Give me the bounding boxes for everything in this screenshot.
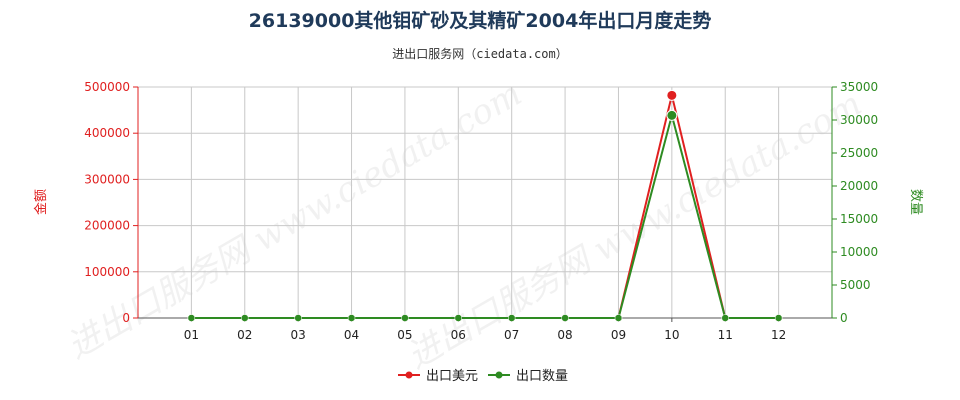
axes: 0 100000 200000 300000 400000 500000 0 5000 1000… bbox=[84, 80, 878, 342]
right-tick-label: 15000 bbox=[840, 212, 878, 226]
right-tick-label: 25000 bbox=[840, 146, 878, 160]
x-tick-label: 07 bbox=[504, 328, 519, 342]
legend-label: 出口数量 bbox=[516, 369, 568, 384]
data-point bbox=[561, 314, 569, 322]
left-tick-label: 500000 bbox=[84, 80, 130, 94]
data-point bbox=[454, 314, 463, 322]
right-tick-label: 30000 bbox=[840, 113, 878, 127]
x-tick-label: 01 bbox=[184, 328, 199, 342]
data-point bbox=[241, 314, 249, 322]
left-tick-label: 0 bbox=[122, 311, 130, 325]
data-point bbox=[666, 109, 678, 121]
data-point bbox=[401, 314, 409, 322]
left-tick-label: 100000 bbox=[84, 265, 130, 279]
data-point bbox=[347, 314, 356, 322]
legend-label: 出口美元 bbox=[426, 369, 478, 384]
left-tick-label: 200000 bbox=[84, 219, 130, 233]
x-tick-label: 10 bbox=[664, 328, 679, 342]
x-tick-label: 02 bbox=[237, 328, 252, 342]
series-layer bbox=[187, 89, 783, 322]
left-axis-label: 金额 bbox=[33, 189, 49, 215]
right-tick-label: 0 bbox=[840, 311, 848, 325]
right-tick-label: 35000 bbox=[840, 80, 878, 94]
chart-subtitle: 进出口服务网（ciedata.com） bbox=[392, 46, 567, 61]
legend-swatch-marker bbox=[405, 371, 413, 379]
data-point bbox=[294, 314, 302, 322]
right-tick-label: 20000 bbox=[840, 179, 878, 193]
x-tick-label: 12 bbox=[771, 328, 786, 342]
data-point bbox=[187, 314, 196, 322]
legend: 出口美元 出口数量 bbox=[398, 369, 568, 384]
right-tick-label: 5000 bbox=[840, 278, 871, 292]
left-tick-label: 300000 bbox=[84, 172, 130, 186]
data-point bbox=[774, 314, 783, 322]
x-tick-label: 05 bbox=[397, 328, 412, 342]
x-tick-label: 08 bbox=[557, 328, 572, 342]
x-tick-label: 04 bbox=[344, 328, 359, 342]
chart-title: 26139000其他钼矿砂及其精矿2004年出口月度走势 bbox=[249, 9, 712, 32]
legend-swatch-marker bbox=[495, 371, 503, 379]
left-tick-label: 400000 bbox=[84, 126, 130, 140]
series-line-export-quantity bbox=[191, 111, 779, 319]
data-point bbox=[721, 314, 729, 322]
x-tick-label: 03 bbox=[291, 328, 306, 342]
right-tick-label: 10000 bbox=[840, 245, 878, 259]
right-axis-label: 数量 bbox=[908, 189, 923, 215]
data-point bbox=[666, 89, 678, 101]
x-tick-label: 09 bbox=[611, 328, 626, 342]
data-point bbox=[614, 314, 623, 322]
data-point bbox=[507, 314, 516, 322]
x-tick-label: 06 bbox=[451, 328, 466, 342]
x-tick-label: 11 bbox=[718, 328, 733, 342]
